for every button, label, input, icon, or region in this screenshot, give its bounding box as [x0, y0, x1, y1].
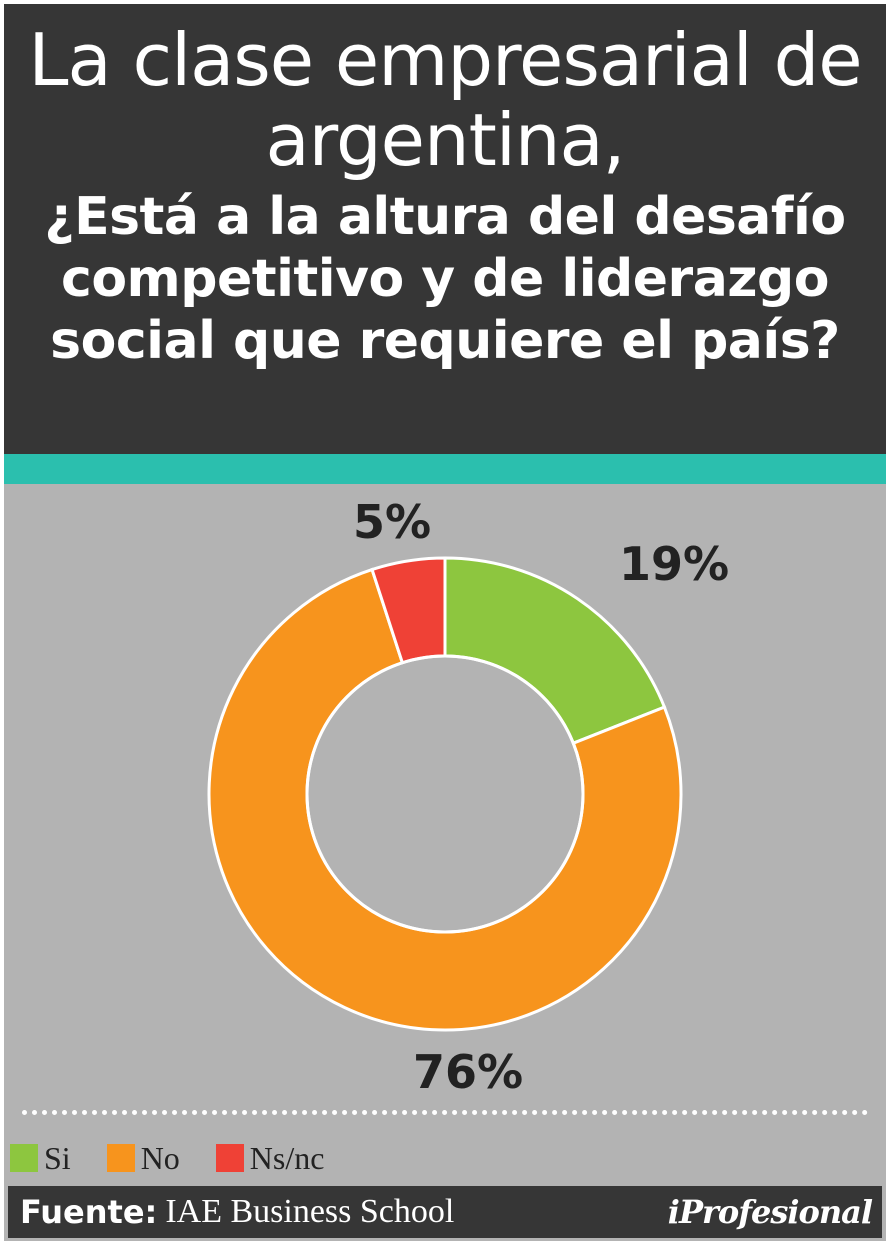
legend-label-nsnc: Ns/nc — [249, 1139, 325, 1176]
legend: Si No Ns/nc — [10, 1138, 360, 1178]
iprofesional-logo: iProfesional — [667, 1193, 873, 1231]
legend-item-si: Si — [10, 1140, 71, 1177]
source-value: IAE Business School — [165, 1193, 455, 1230]
legend-swatch-nsnc — [215, 1144, 244, 1172]
dotted-divider — [22, 1110, 868, 1115]
data-label-no: 76% — [413, 1045, 523, 1099]
legend-item-nsnc: Ns/nc — [215, 1139, 325, 1177]
data-label-nsnc: 5% — [353, 495, 431, 549]
footer: Fuente: IAE Business School iProfesional — [8, 1186, 882, 1238]
legend-label-no: No — [140, 1139, 180, 1176]
header: La clase empresarial de argentina, ¿Está… — [4, 4, 886, 454]
donut-hole-ring — [305, 654, 585, 934]
legend-swatch-si — [10, 1144, 38, 1172]
chart-title: La clase empresarial de argentina, — [28, 18, 862, 182]
data-label-si: 19% — [619, 537, 729, 591]
legend-label-si: Si — [44, 1139, 71, 1176]
donut-chart: 19% 76% 5% — [4, 484, 886, 1104]
donut-svg: 19% 76% 5% — [207, 495, 729, 1099]
legend-swatch-no — [106, 1144, 135, 1172]
legend-item-no: No — [106, 1139, 180, 1177]
source-label: Fuente: — [20, 1193, 158, 1231]
accent-bar — [4, 454, 886, 484]
chart-subtitle: ¿Está a la altura del desafío competitiv… — [44, 187, 846, 371]
infographic: La clase empresarial de argentina, ¿Está… — [4, 4, 886, 1241]
